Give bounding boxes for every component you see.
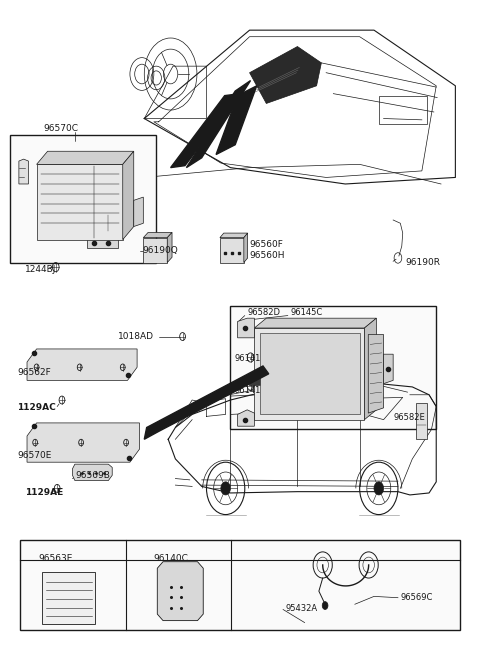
Bar — [48, 432, 59, 458]
Text: 96560H: 96560H — [250, 251, 285, 260]
Bar — [160, 568, 198, 581]
Polygon shape — [254, 328, 364, 420]
Polygon shape — [144, 232, 172, 237]
Bar — [96, 357, 107, 375]
Circle shape — [374, 482, 384, 495]
Polygon shape — [368, 335, 384, 413]
Bar — [96, 215, 120, 231]
Bar — [65, 357, 76, 375]
Bar — [10, 135, 156, 262]
Polygon shape — [364, 318, 376, 420]
Text: 1129AC: 1129AC — [17, 403, 56, 413]
Text: 96145C: 96145C — [290, 308, 323, 317]
Polygon shape — [244, 233, 248, 262]
Polygon shape — [238, 318, 254, 338]
Polygon shape — [134, 197, 144, 226]
Polygon shape — [384, 354, 393, 384]
Polygon shape — [123, 152, 134, 239]
Bar — [104, 432, 114, 458]
Polygon shape — [220, 233, 248, 237]
Text: 96141: 96141 — [234, 386, 261, 396]
Text: 96190Q: 96190Q — [142, 246, 178, 255]
Text: 96582D: 96582D — [247, 308, 280, 317]
Polygon shape — [157, 562, 203, 621]
Text: 96570E: 96570E — [17, 451, 52, 460]
Bar — [416, 403, 427, 440]
Polygon shape — [250, 374, 307, 386]
Text: 1129AE: 1129AE — [24, 489, 63, 497]
Circle shape — [322, 602, 328, 609]
Bar — [42, 571, 95, 624]
Bar — [121, 432, 132, 458]
Polygon shape — [27, 349, 137, 380]
Polygon shape — [170, 94, 240, 168]
Polygon shape — [167, 232, 172, 262]
Bar — [87, 237, 118, 248]
Bar — [113, 357, 124, 375]
Bar — [230, 306, 436, 430]
Polygon shape — [36, 152, 134, 165]
Polygon shape — [220, 237, 244, 262]
Text: 96190R: 96190R — [405, 258, 440, 267]
Polygon shape — [254, 318, 376, 328]
Polygon shape — [144, 237, 167, 262]
Bar — [20, 540, 460, 630]
Bar — [48, 357, 59, 375]
Text: 1244BJ: 1244BJ — [24, 264, 56, 274]
Polygon shape — [250, 47, 322, 104]
Polygon shape — [36, 165, 123, 239]
Polygon shape — [238, 410, 254, 426]
Polygon shape — [72, 464, 112, 481]
Bar — [84, 432, 95, 458]
Polygon shape — [27, 423, 140, 462]
Polygon shape — [144, 366, 269, 440]
Bar — [154, 243, 158, 259]
Circle shape — [221, 482, 230, 495]
Text: 95432A: 95432A — [286, 604, 318, 613]
Polygon shape — [186, 81, 251, 168]
Bar — [147, 243, 152, 259]
Polygon shape — [19, 159, 28, 184]
Bar — [161, 243, 166, 259]
Text: 1018AD: 1018AD — [118, 332, 154, 341]
Text: 96569B: 96569B — [75, 472, 110, 480]
Text: 96141: 96141 — [234, 354, 261, 363]
Text: 96582E: 96582E — [393, 413, 425, 422]
Bar — [68, 432, 78, 458]
Text: 96140C: 96140C — [153, 554, 188, 563]
Text: 96562F: 96562F — [17, 368, 51, 377]
Polygon shape — [216, 86, 257, 155]
Text: 96570C: 96570C — [44, 124, 79, 133]
Text: 96569C: 96569C — [400, 593, 432, 602]
Polygon shape — [260, 333, 360, 415]
Bar — [80, 357, 90, 375]
Text: 96563E: 96563E — [38, 554, 73, 563]
Bar — [379, 96, 427, 124]
Text: 96560F: 96560F — [250, 240, 284, 249]
